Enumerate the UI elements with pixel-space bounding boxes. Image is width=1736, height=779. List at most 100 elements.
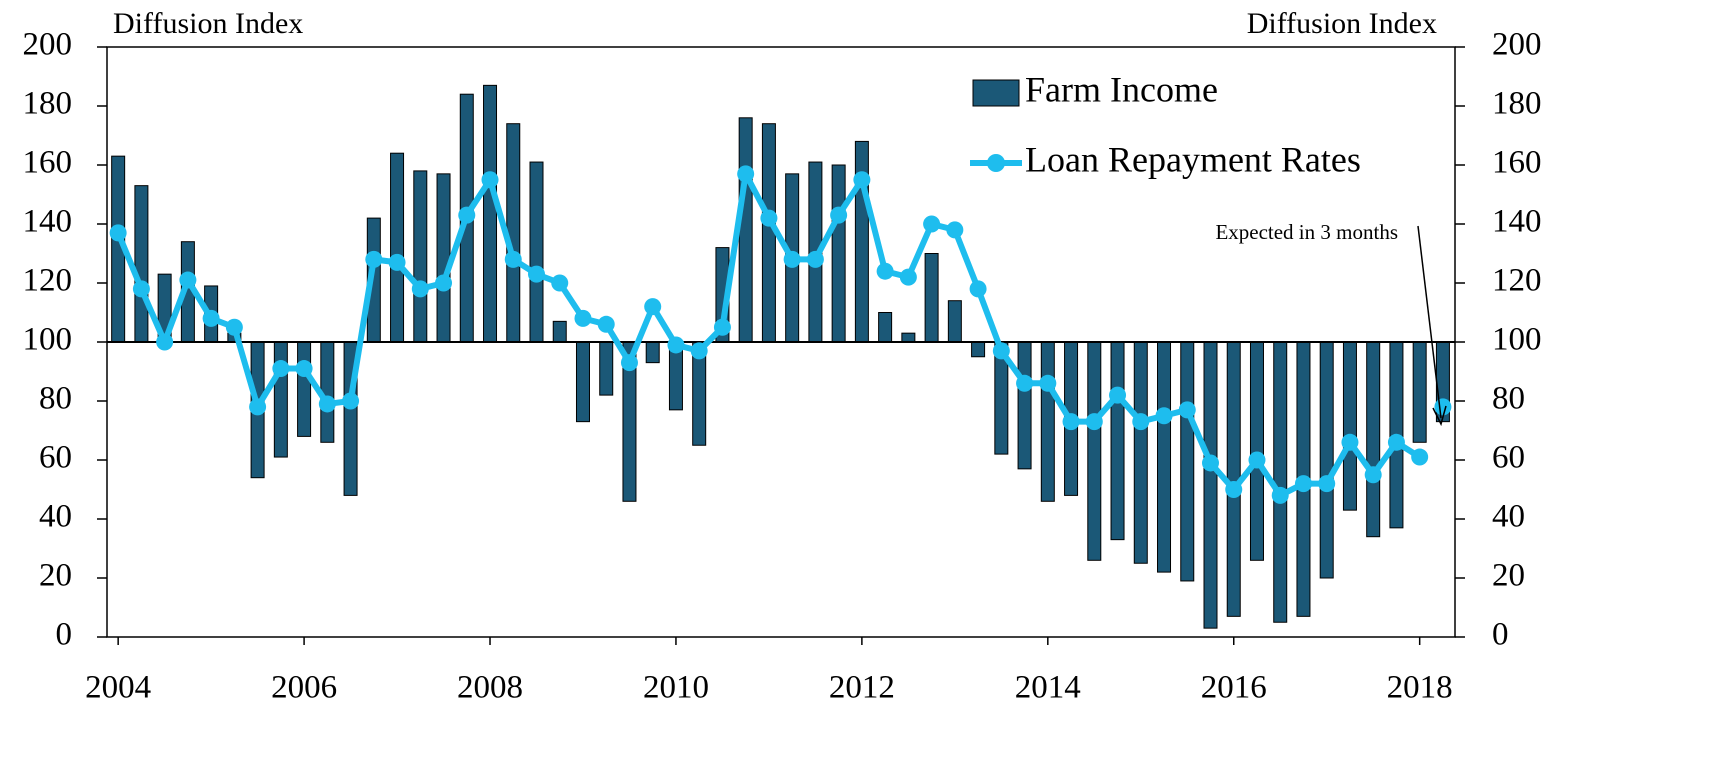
y-tick-label-right: 0 <box>1492 617 1509 653</box>
bar <box>390 152 405 343</box>
bar <box>901 332 916 343</box>
bar <box>831 164 846 343</box>
y-tick-label-left: 120 <box>23 263 73 299</box>
line-marker <box>1132 413 1150 431</box>
bar <box>1342 341 1357 511</box>
bar <box>1366 341 1381 538</box>
line-marker <box>504 250 522 268</box>
y-axis-label-right: Diffusion Index <box>1247 7 1437 40</box>
legend-marker <box>987 154 1005 172</box>
x-tick-label: 2014 <box>1015 670 1081 706</box>
line-marker <box>109 224 127 242</box>
y-tick-label-right: 40 <box>1492 499 1525 535</box>
bar <box>738 117 753 343</box>
bar <box>529 161 544 343</box>
line-marker <box>1248 451 1266 469</box>
line-marker <box>1109 386 1127 404</box>
line-marker <box>1225 481 1243 498</box>
y-tick-label-left: 160 <box>23 145 73 181</box>
line-marker-expected <box>1434 398 1452 416</box>
line-marker <box>1178 401 1196 419</box>
line-marker <box>992 342 1010 360</box>
y-tick-label-right: 60 <box>1492 440 1525 476</box>
line-marker <box>272 360 290 378</box>
x-tick-label: 2008 <box>457 670 523 706</box>
line-marker <box>667 336 685 354</box>
line-marker <box>1318 475 1336 493</box>
y-tick-label-right: 140 <box>1492 204 1542 240</box>
bar <box>273 341 288 458</box>
x-tick-label: 2006 <box>271 670 337 706</box>
line-marker <box>179 271 197 289</box>
y-tick-label-right: 20 <box>1492 558 1525 594</box>
x-tick-label: 2004 <box>85 670 151 706</box>
line-marker <box>574 309 592 327</box>
line-marker <box>249 398 267 416</box>
line-marker <box>597 315 615 333</box>
x-tick-label: 2016 <box>1201 670 1267 706</box>
bar <box>297 341 312 437</box>
bar <box>599 341 614 396</box>
bar <box>878 312 893 343</box>
bar <box>1133 341 1148 564</box>
bar <box>761 123 776 343</box>
x-tick-label: 2018 <box>1387 670 1453 706</box>
bar <box>483 84 498 343</box>
y-tick-label-left: 100 <box>23 322 73 358</box>
line-marker <box>388 253 406 271</box>
line-marker <box>806 250 824 268</box>
y-tick-label-right: 100 <box>1492 322 1542 358</box>
y-tick-label-left: 0 <box>56 617 73 653</box>
line-marker <box>1364 466 1382 484</box>
bar <box>506 123 521 343</box>
y-tick-label-right: 180 <box>1492 86 1542 122</box>
line-marker <box>1016 374 1034 392</box>
line-marker <box>620 354 638 372</box>
line-marker <box>1341 433 1359 451</box>
line-marker <box>1411 448 1429 466</box>
line-marker <box>737 165 755 183</box>
legend-label: Loan Repayment Rates <box>1025 139 1361 179</box>
line-marker <box>458 206 476 224</box>
line-marker <box>1387 433 1405 451</box>
bar <box>645 341 660 364</box>
line-marker <box>899 268 917 286</box>
line-marker <box>342 392 360 410</box>
legend-swatch <box>972 79 1020 107</box>
bar <box>1203 341 1218 629</box>
bar <box>1040 341 1055 502</box>
line-marker <box>1039 374 1057 392</box>
annotation-arrow <box>1417 225 1442 419</box>
y-tick-label-left: 20 <box>39 558 72 594</box>
line-marker <box>1155 407 1173 425</box>
line-marker <box>295 360 313 378</box>
line-marker <box>132 280 150 298</box>
line-marker <box>783 250 801 268</box>
line-marker <box>946 221 964 239</box>
bar <box>1412 341 1427 443</box>
line-marker <box>876 262 894 280</box>
line-marker <box>551 274 569 292</box>
line-marker <box>853 171 871 189</box>
y-tick-label-right: 80 <box>1492 381 1525 417</box>
line-marker <box>411 280 429 298</box>
bar <box>552 320 567 343</box>
line-marker <box>318 395 336 413</box>
y-tick-label-left: 60 <box>39 440 72 476</box>
line-marker <box>156 333 174 351</box>
bar <box>1249 341 1264 561</box>
line-marker <box>1085 413 1103 431</box>
bar <box>924 253 939 343</box>
bar <box>436 173 451 343</box>
annotation-arrowhead <box>1432 405 1447 427</box>
line-marker <box>644 298 662 316</box>
line-marker <box>830 206 848 224</box>
bar <box>1157 341 1172 573</box>
line-marker <box>1294 475 1312 493</box>
annotation: Expected in 3 months <box>1215 220 1398 244</box>
line-marker <box>435 274 453 292</box>
line-marker <box>760 209 778 227</box>
y-tick-label-right: 200 <box>1492 27 1542 63</box>
bar <box>575 341 590 423</box>
